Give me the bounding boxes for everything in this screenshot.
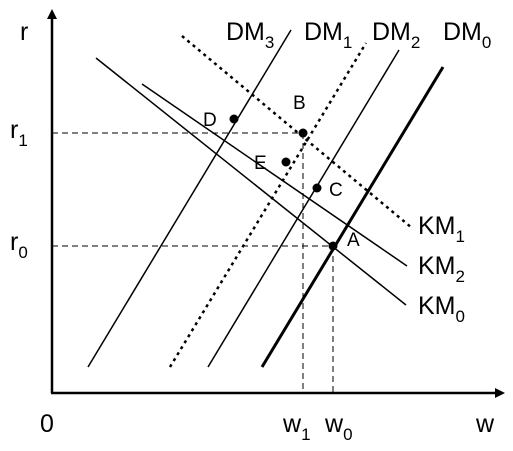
x-axis-label: w — [475, 410, 495, 438]
point-a-marker — [328, 241, 338, 251]
km1-curve — [181, 35, 413, 229]
dm1-curve — [168, 42, 368, 368]
point-c-marker — [312, 183, 322, 193]
point-b-marker — [298, 128, 308, 138]
r1-label: r1 — [10, 116, 28, 150]
dm2-curve — [207, 49, 400, 368]
origin-label: 0 — [40, 410, 54, 438]
dm0-label: DM0 — [443, 18, 491, 52]
dm3-curve — [87, 29, 292, 368]
point-d-label: D — [203, 110, 217, 131]
km2-label: KM2 — [418, 252, 465, 286]
dm1-label: DM1 — [304, 18, 352, 52]
point-c-label: C — [329, 180, 343, 201]
km0-curve — [95, 57, 407, 306]
point-e-marker — [281, 157, 291, 167]
dm2-label: DM2 — [372, 18, 420, 52]
point-d-marker — [229, 114, 239, 124]
km2-curve — [141, 83, 408, 267]
dm3-label: DM3 — [226, 18, 274, 52]
dm0-curve — [260, 66, 445, 368]
y-axis-label: r — [20, 18, 28, 46]
point-a-label: A — [347, 230, 360, 251]
point-e-label: E — [254, 153, 267, 174]
w0-label: w0 — [324, 410, 353, 444]
r0-label: r0 — [10, 228, 28, 262]
km1-label: KM1 — [418, 212, 465, 246]
point-b-label: B — [293, 93, 306, 114]
w1-label: w1 — [282, 410, 311, 444]
km0-label: KM0 — [418, 292, 465, 326]
